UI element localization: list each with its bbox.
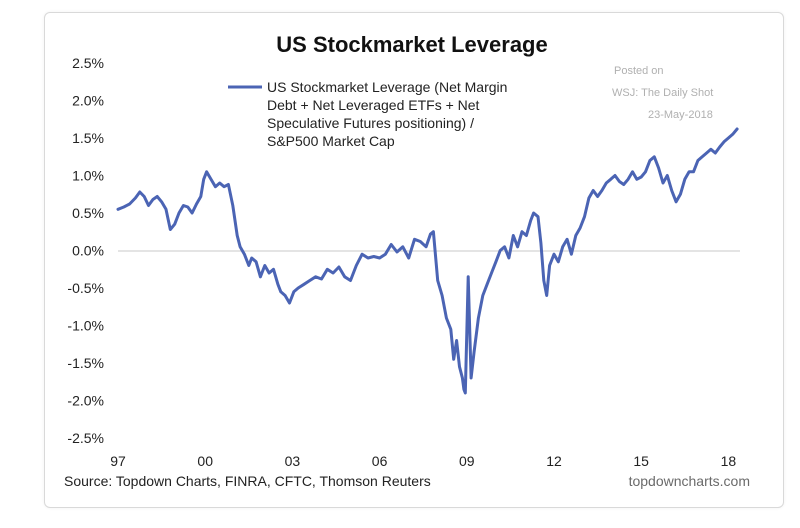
y-tick-label: -2.5% — [67, 430, 104, 446]
source-note: Source: Topdown Charts, FINRA, CFTC, Tho… — [64, 473, 431, 489]
y-tick-label: 0.5% — [72, 205, 104, 221]
y-tick-label: 2.0% — [72, 93, 104, 109]
x-tick-label: 18 — [721, 453, 737, 469]
y-tick-label: 1.0% — [72, 168, 104, 184]
watermark-date: 23-May-2018 — [648, 109, 713, 121]
watermark: Posted on WSJ: The Daily Shot 23-May-201… — [612, 65, 713, 121]
legend: US Stockmarket Leverage (Net Margin Debt… — [228, 79, 507, 149]
series-line-leverage — [116, 127, 739, 395]
legend-line-3: Speculative Futures positioning) / — [267, 115, 474, 131]
x-tick-label: 06 — [372, 453, 388, 469]
legend-line-4: S&P500 Market Cap — [267, 133, 395, 149]
x-tick-label: 15 — [633, 453, 649, 469]
brand-link[interactable]: topdowncharts.com — [629, 473, 750, 489]
x-axis: 97 00 03 06 09 12 15 18 — [110, 453, 736, 469]
y-tick-label: -1.0% — [67, 318, 104, 334]
chart-title: US Stockmarket Leverage — [276, 32, 547, 57]
legend-line-1: US Stockmarket Leverage (Net Margin — [267, 79, 507, 95]
x-tick-label: 97 — [110, 453, 126, 469]
y-tick-label: -0.5% — [67, 280, 104, 296]
watermark-posted: Posted on — [614, 65, 664, 77]
watermark-source: WSJ: The Daily Shot — [612, 87, 713, 99]
x-tick-label: 09 — [459, 453, 475, 469]
y-tick-label: 1.5% — [72, 130, 104, 146]
x-tick-label: 03 — [285, 453, 301, 469]
chart-card — [44, 12, 784, 508]
legend-line-2: Debt + Net Leveraged ETFs + Net — [267, 97, 480, 113]
y-tick-label: -1.5% — [67, 355, 104, 371]
y-tick-label: -2.0% — [67, 393, 104, 409]
x-tick-label: 00 — [197, 453, 213, 469]
x-tick-label: 12 — [546, 453, 562, 469]
y-axis: 2.5% 2.0% 1.5% 1.0% 0.5% 0.0% -0.5% -1.0% -1.5% -… — [67, 55, 104, 446]
y-tick-label: 2.5% — [72, 55, 104, 71]
y-tick-label: 0.0% — [72, 243, 104, 259]
